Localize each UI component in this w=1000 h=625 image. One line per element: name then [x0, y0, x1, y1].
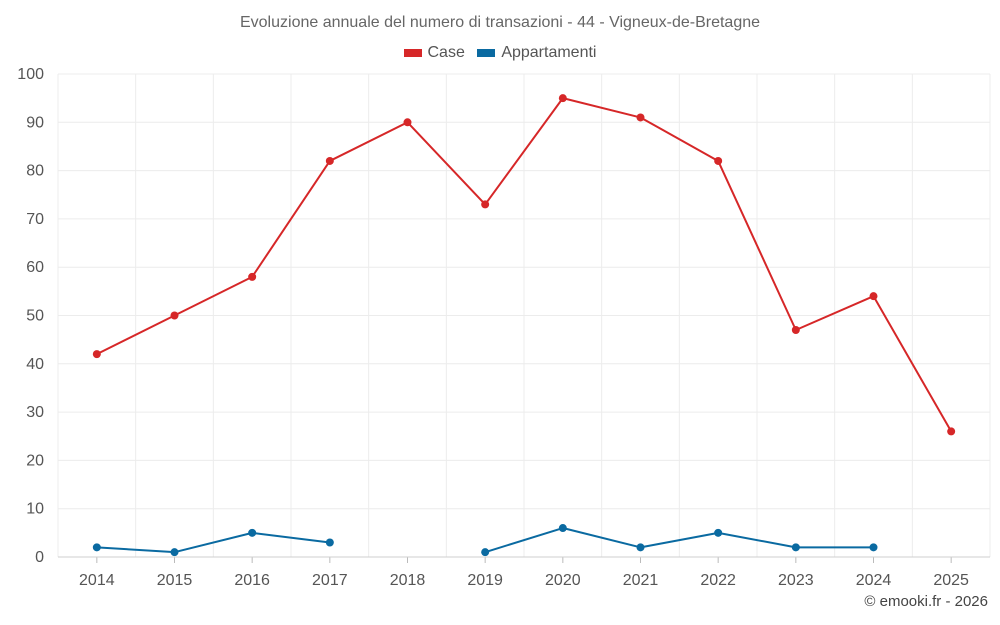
data-point-appartamenti — [869, 543, 878, 552]
x-tick-label: 2025 — [933, 572, 969, 589]
y-tick-label: 20 — [26, 452, 44, 469]
data-point-case — [558, 94, 567, 103]
x-tick-label: 2024 — [856, 572, 892, 589]
x-tick-label: 2021 — [623, 572, 659, 589]
data-point-appartamenti — [791, 543, 800, 552]
legend-label-case: Case — [427, 44, 465, 61]
x-tick-label: 2016 — [234, 572, 270, 589]
data-point-case — [714, 156, 723, 165]
data-point-appartamenti — [636, 543, 645, 552]
data-point-case — [403, 118, 412, 127]
x-tick-label: 2018 — [390, 572, 426, 589]
legend-swatch-case — [403, 49, 422, 57]
y-tick-label: 100 — [17, 66, 44, 83]
chart-title: Evoluzione annuale del numero di transaz… — [239, 14, 761, 31]
legend-item-appartamenti[interactable]: Appartamenti — [477, 44, 596, 62]
data-point-appartamenti — [325, 538, 334, 547]
data-point-case — [170, 311, 179, 320]
y-tick-label: 60 — [26, 259, 44, 276]
x-tick-label: 2023 — [778, 572, 814, 589]
y-tick-label: 10 — [26, 501, 44, 518]
x-tick-label: 2014 — [79, 572, 115, 589]
x-tick-label: 2019 — [467, 572, 503, 589]
series-line-case — [96, 97, 953, 432]
data-point-appartamenti — [714, 528, 723, 537]
legend-item-case[interactable]: Case — [403, 44, 465, 62]
y-tick-label: 90 — [26, 114, 44, 131]
y-tick-label: 0 — [35, 549, 44, 566]
y-tick-label: 80 — [26, 163, 44, 180]
x-tick-label: 2017 — [312, 572, 348, 589]
legend-swatch-appartamenti — [477, 49, 496, 57]
y-tick-label: 40 — [26, 356, 44, 373]
x-tick-label: 2015 — [157, 572, 193, 589]
x-tick-label: 2022 — [700, 572, 736, 589]
y-tick-label: 30 — [26, 404, 44, 421]
data-point-appartamenti — [170, 548, 179, 557]
data-point-case — [481, 200, 490, 209]
data-point-appartamenti — [481, 548, 490, 557]
x-tick-label: 2020 — [545, 572, 581, 589]
data-point-appartamenti — [558, 524, 567, 533]
data-point-appartamenti — [248, 528, 257, 537]
data-point-case — [791, 325, 800, 334]
data-point-case — [947, 427, 956, 436]
legend-label-appartamenti: Appartamenti — [501, 44, 597, 61]
series-line-appartamenti — [484, 527, 874, 554]
y-tick-label: 70 — [26, 211, 44, 228]
data-point-appartamenti — [92, 543, 101, 552]
y-tick-label: 50 — [26, 308, 44, 325]
footer-credit: © emooki.fr - 2026 — [864, 593, 988, 610]
series-line-appartamenti — [96, 531, 330, 554]
data-point-case — [636, 113, 645, 122]
legend: Case Appartamenti — [0, 44, 1000, 62]
data-point-case — [869, 292, 878, 301]
data-point-case — [92, 350, 101, 359]
data-point-case — [325, 156, 334, 165]
data-point-case — [248, 272, 257, 281]
